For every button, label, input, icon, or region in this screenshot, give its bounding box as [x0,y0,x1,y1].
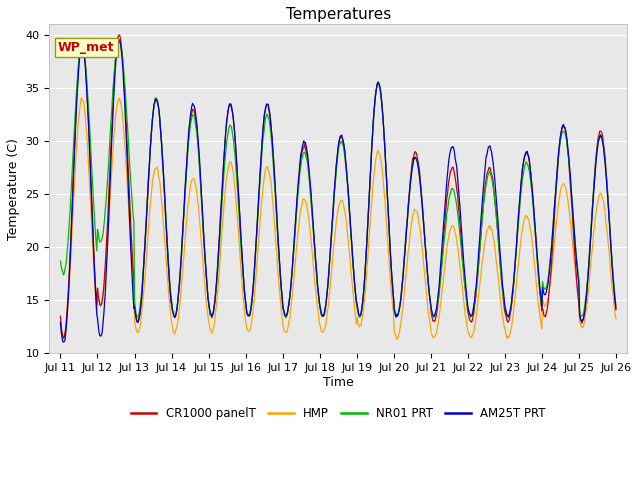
Legend: CR1000 panelT, HMP, NR01 PRT, AM25T PRT: CR1000 panelT, HMP, NR01 PRT, AM25T PRT [126,402,550,425]
Y-axis label: Temperature (C): Temperature (C) [7,138,20,240]
Text: WP_met: WP_met [58,41,115,54]
Title: Temperatures: Temperatures [285,7,391,22]
X-axis label: Time: Time [323,376,353,389]
